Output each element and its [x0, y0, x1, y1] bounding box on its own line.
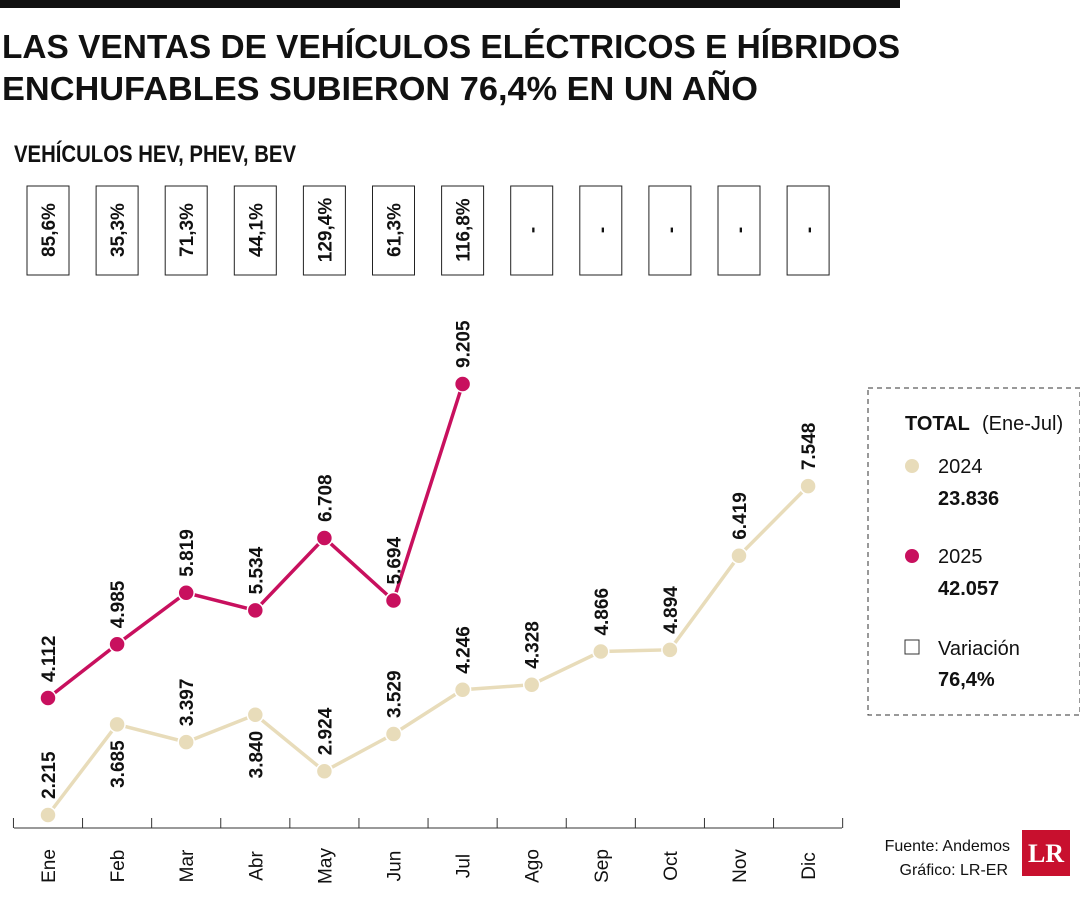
- legend-label: 2025: [938, 546, 983, 568]
- point: [39, 806, 57, 824]
- variation-box: [441, 185, 485, 276]
- source: Fuente: Andemos: [885, 838, 1010, 855]
- legend-period: (Ene-Jul): [982, 413, 1063, 435]
- series-line: [46, 484, 810, 817]
- variation-box: [233, 185, 277, 276]
- data-label: 4.328: [523, 621, 544, 669]
- variation-label: 116,8%: [454, 198, 475, 261]
- point: [799, 477, 817, 495]
- chart-title: LAS VENTAS DE VEHÍCULOS ELÉCTRICOS E HÍB…: [2, 28, 900, 65]
- variation-label: -: [799, 227, 820, 233]
- legend-label: Variación: [938, 638, 1020, 660]
- variation-box: [717, 185, 761, 276]
- legend-total: 23.836: [938, 488, 999, 510]
- x-tick-label: Nov: [730, 849, 751, 883]
- point: [246, 601, 265, 620]
- x-tick-label: Feb: [108, 850, 129, 883]
- point: [177, 733, 195, 751]
- data-label: 2.215: [39, 751, 60, 799]
- variation-label: -: [523, 227, 544, 233]
- data-label: 6.419: [730, 492, 751, 540]
- x-tick-label: Mar: [177, 849, 198, 882]
- data-label: 7.548: [799, 423, 820, 471]
- point: [108, 635, 126, 653]
- point: [522, 675, 541, 694]
- point: [384, 725, 403, 743]
- variation-label: 61,3%: [385, 203, 406, 257]
- point: [661, 641, 679, 659]
- variation-box: [26, 185, 70, 276]
- variation-label: 85,6%: [39, 203, 60, 257]
- x-tick-label: Ago: [523, 849, 544, 883]
- x-tick-label: Dic: [799, 852, 820, 879]
- variation-box: [648, 185, 692, 276]
- variation-box: [510, 185, 554, 276]
- subtitle: VEHÍCULOS HEV, PHEV, BEV: [14, 140, 296, 168]
- point: [453, 681, 472, 699]
- variation-label: 44,1%: [246, 203, 267, 257]
- logo: [1022, 830, 1070, 876]
- x-tick-label: May: [315, 848, 336, 884]
- variation-label: -: [730, 227, 751, 233]
- point: [177, 584, 195, 602]
- variation-label: 129,4%: [315, 198, 336, 263]
- data-label: 4.246: [454, 626, 475, 674]
- variation-box: [786, 185, 830, 276]
- point: [39, 689, 57, 707]
- legend-title: TOTAL: [905, 413, 970, 435]
- variation-box: [164, 185, 208, 276]
- data-label: 3.685: [108, 740, 129, 788]
- x-tick-label: Oct: [661, 851, 682, 881]
- legend-total: 42.057: [938, 578, 999, 600]
- data-label: 5.819: [177, 529, 198, 577]
- data-label: 5.694: [385, 537, 406, 585]
- data-label: 3.397: [177, 679, 198, 727]
- variation-label: 35,3%: [108, 203, 129, 257]
- x-tick-label: Sep: [592, 849, 613, 883]
- data-label: 9.205: [454, 320, 475, 368]
- credit: Gráfico: LR-ER: [900, 862, 1008, 879]
- point: [315, 762, 334, 781]
- legend-total: 76,4%: [938, 669, 995, 691]
- data-label: 3.840: [246, 731, 267, 779]
- data-label: 4.985: [108, 580, 129, 628]
- top-bar: [0, 0, 900, 8]
- variation-label: -: [592, 227, 613, 233]
- x-tick-label: Abr: [246, 851, 267, 881]
- point: [592, 642, 610, 661]
- chart-title: ENCHUFABLES SUBIERON 76,4% EN UN AÑO: [2, 70, 758, 107]
- logo-text: LR: [1028, 839, 1064, 868]
- point: [730, 547, 748, 565]
- data-label: 2.924: [315, 707, 336, 755]
- data-label: 6.708: [315, 474, 336, 522]
- data-label: 4.112: [39, 636, 60, 683]
- data-label: 4.894: [661, 586, 682, 634]
- point: [384, 591, 403, 610]
- variation-label: 71,3%: [177, 203, 198, 257]
- data-label: 5.534: [246, 546, 267, 594]
- x-tick-label: Jul: [454, 854, 475, 878]
- x-tick-label: Jun: [385, 851, 406, 882]
- variation-box: [372, 185, 415, 276]
- point: [108, 715, 126, 734]
- point: [315, 529, 334, 547]
- variation-box: [95, 185, 139, 276]
- point: [453, 375, 472, 393]
- data-label: 3.529: [385, 670, 406, 718]
- legend-swatch: [905, 549, 919, 563]
- legend-swatch: [905, 459, 919, 473]
- variation-label: -: [661, 227, 682, 233]
- variation-box: [579, 185, 623, 276]
- x-tick-label: Ene: [39, 849, 60, 883]
- legend-swatch: [904, 639, 920, 655]
- data-label: 4.866: [592, 588, 613, 636]
- variation-box: [302, 185, 346, 276]
- point: [246, 706, 265, 724]
- legend-label: 2024: [938, 456, 983, 478]
